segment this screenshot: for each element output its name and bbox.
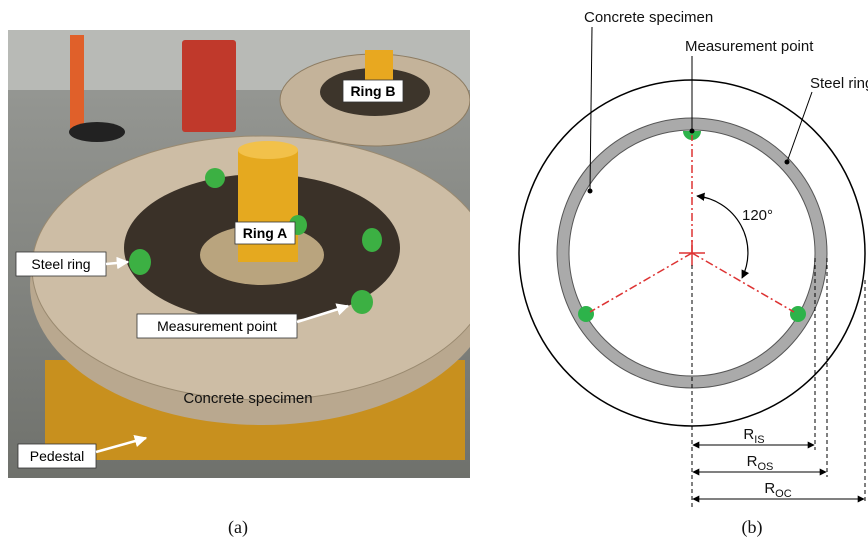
ring-b-label: Ring B [350,83,395,99]
concrete-specimen-label: Concrete specimen [183,390,312,407]
dimension-label: ROC [764,480,791,500]
yellow-tube [238,150,298,262]
green-pad [205,168,225,188]
concrete-specimen-label: Concrete specimen [584,9,713,26]
cone [70,35,84,130]
caption-a: (a) [228,517,248,538]
radial-line [590,253,692,312]
green-pad [351,290,373,314]
dimension-subscript: IS [754,434,764,446]
green-pad [362,228,382,252]
angle-label: 120° [742,207,773,224]
ring-a-label: Ring A [243,225,288,241]
dimension-symbol: R [764,480,775,497]
measurement-point-label: Measurement point [157,318,277,334]
green-pad [129,249,151,275]
figure: Ring B Ring A Steel ring Measurement poi… [0,0,868,543]
measurement-point [790,306,806,322]
dimension-symbol: R [747,453,758,470]
pedestal-label: Pedestal [30,448,84,464]
cone-base [69,122,125,142]
dimension-label: RIS [743,426,764,446]
measurement-point [578,306,594,322]
red-bin [182,40,236,132]
page: {"panel_a": {"labels": {"ring_b": "Ring … [0,0,868,543]
dimension-subscript: OC [775,488,792,500]
yellow-tube-top [238,141,298,159]
dimension-subscript: OS [757,461,773,473]
caption-b: (b) [742,517,763,538]
measurement-point-label: Measurement point [685,38,814,55]
steel-ring-label: Steel ring [31,256,90,272]
dimension-symbol: R [743,426,754,443]
angle-arc [697,196,748,278]
radial-line [692,253,794,312]
steel-ring-label: Steel ring [810,75,868,92]
leader-line [787,92,812,162]
dimension-label: ROS [747,453,774,473]
